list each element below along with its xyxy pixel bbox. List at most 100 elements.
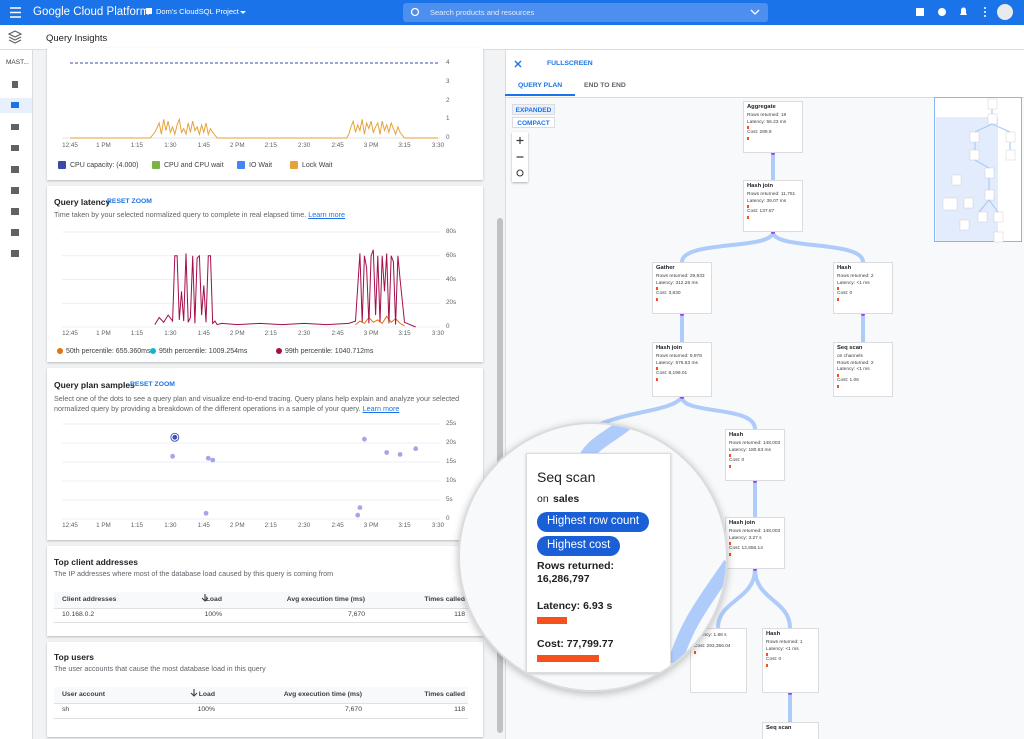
reset-zoom[interactable]: RESET ZOOM — [107, 198, 152, 205]
table-header — [54, 687, 468, 704]
legend-dot — [150, 348, 156, 354]
plan-node[interactable]: Hash Rows returned: 148,003 Latency: 180.6… — [725, 429, 785, 481]
plan-node[interactable]: Latency: 1.88 s Cost: 293,356.04 — [690, 628, 747, 693]
node-subtitle: on channels — [837, 353, 863, 359]
detail-card[interactable]: Seq scan on sales Highest row count Highest … — [526, 453, 671, 673]
sample-point[interactable] — [413, 446, 419, 452]
more-icon[interactable] — [984, 7, 986, 17]
zoom-icons[interactable] — [516, 137, 524, 158]
minimap-nodes — [942, 98, 1016, 243]
learn-more[interactable]: Learn more — [308, 210, 345, 219]
sample-point[interactable] — [210, 457, 216, 463]
detail-bar — [537, 655, 599, 662]
column-header[interactable]: Load — [205, 596, 222, 603]
y-tick-label: 0 — [446, 515, 450, 522]
x-tick-label: 3:15 — [398, 142, 411, 149]
detail-table: sales — [553, 493, 580, 505]
legend-label: 95th percentile: 1009.254ms — [159, 348, 248, 355]
legend-checkbox[interactable] — [290, 161, 298, 169]
card-title: Top client addresses — [54, 557, 138, 567]
x-tick-label: 12:45 — [62, 330, 78, 337]
y-tick-label: 0 — [446, 134, 450, 141]
table-cell: 100% — [204, 611, 222, 618]
sample-point[interactable] — [172, 434, 178, 440]
legend-checkbox[interactable] — [58, 161, 66, 169]
search-placeholder[interactable]: Search products and resources — [430, 7, 535, 17]
reset-icon[interactable] — [516, 169, 524, 177]
card-clients — [47, 546, 483, 636]
sort-icons[interactable] — [190, 594, 209, 697]
plan-node[interactable]: Hash Rows returned: 1 Latency: <1 ms Cost: … — [762, 628, 819, 693]
close-icon[interactable] — [514, 60, 522, 68]
help-icon[interactable] — [938, 8, 946, 16]
view-toggle[interactable]: EXPANDED — [512, 104, 555, 115]
x-tick-label: 2 PM — [229, 522, 245, 529]
y-tick-label: 15s — [446, 458, 457, 465]
node-stat: Rows returned: 2 — [837, 273, 874, 279]
legend-checkbox[interactable] — [237, 161, 245, 169]
table-cell: 10.168.0.2 — [62, 611, 95, 618]
table-cell: 7,670 — [347, 611, 365, 618]
plan-node[interactable]: Hash join Rows returned: 11,751 Latency: 3… — [743, 180, 803, 232]
plan-node[interactable]: Hash Rows returned: 2 Latency: <1 ms Cost: … — [833, 262, 893, 314]
plan-node[interactable]: Hash join Rows returned: 148,003 Latency: … — [725, 517, 785, 569]
reset-zoom[interactable]: RESET ZOOM — [130, 381, 175, 388]
project-caret[interactable] — [240, 11, 246, 14]
x-tick-label: 1:15 — [130, 522, 144, 529]
search-icon[interactable] — [410, 7, 420, 17]
x-tick-label: 3 PM — [363, 142, 379, 149]
column-header[interactable]: Load — [198, 691, 215, 698]
product-icon — [7, 30, 23, 44]
sample-point[interactable] — [357, 505, 363, 510]
sample-point[interactable] — [384, 450, 390, 455]
series-line — [154, 249, 416, 328]
search-box[interactable] — [403, 3, 768, 22]
node-stat: Cost: 3,830 — [656, 291, 681, 297]
legend-label: 50th percentile: 655.360ms — [66, 348, 151, 355]
node-title: Seq scan — [837, 345, 863, 351]
menu-icon[interactable] — [10, 7, 21, 18]
plan-node[interactable]: Seq scan — [762, 722, 819, 739]
plan-node[interactable]: Aggregate Rows returned: 19 Latency: 56.23… — [743, 101, 803, 153]
nav-icons[interactable] — [11, 81, 19, 257]
learn-more[interactable]: Learn more — [362, 403, 400, 413]
card-description: Select one of the dots to see a query pl… — [54, 394, 474, 413]
sample-point[interactable] — [397, 452, 403, 457]
stat-bar — [729, 542, 731, 546]
legend-label: 99th percentile: 1040.712ms — [285, 348, 374, 355]
plan-node[interactable]: Gather Rows returned: 29,933 Latency: 312.… — [652, 262, 712, 314]
tab[interactable]: QUERY PLAN — [518, 82, 563, 89]
detail-bar — [537, 617, 567, 624]
y-tick-label: 0 — [446, 323, 450, 330]
stat-bar — [694, 650, 696, 654]
shell-icon[interactable] — [916, 8, 924, 16]
search-caret[interactable] — [750, 9, 760, 15]
instance-name[interactable]: MAST... — [6, 59, 29, 66]
bell-icon[interactable] — [960, 7, 967, 16]
card-title: Top users — [54, 652, 94, 662]
view-toggle[interactable]: COMPACT — [512, 117, 555, 128]
legend-checkbox[interactable] — [152, 161, 160, 169]
x-tick-label: 2:15 — [264, 330, 277, 337]
card-samples — [47, 368, 483, 540]
legend-dot — [276, 348, 282, 354]
sample-point[interactable] — [362, 436, 367, 442]
detail-on: on — [537, 493, 549, 505]
node-stat: Cost: 289.9 — [747, 130, 772, 136]
legend-label: Lock Wait — [302, 162, 333, 169]
plan-node[interactable]: Hash join Rows returned: 9,978 Latency: 57… — [652, 342, 712, 397]
detail-badge: Highest cost — [537, 536, 621, 556]
card-description: The user accounts that cause the most da… — [54, 664, 266, 673]
avatar[interactable] — [997, 4, 1013, 20]
project-name[interactable]: Dom's CloudSQL Project — [156, 7, 239, 16]
node-stat: Cost: 293,356.04 — [694, 643, 731, 649]
fullscreen-button[interactable]: FULLSCREEN — [547, 60, 593, 67]
minimap-edges — [974, 109, 1011, 213]
plan-node[interactable]: Seq scan on channels Rows returned: 2 Laten… — [833, 342, 893, 397]
sample-point[interactable] — [203, 510, 209, 516]
sample-point[interactable] — [355, 512, 361, 518]
sample-point[interactable] — [205, 455, 211, 461]
sample-point[interactable] — [170, 453, 175, 459]
tab[interactable]: END TO END — [584, 82, 626, 89]
